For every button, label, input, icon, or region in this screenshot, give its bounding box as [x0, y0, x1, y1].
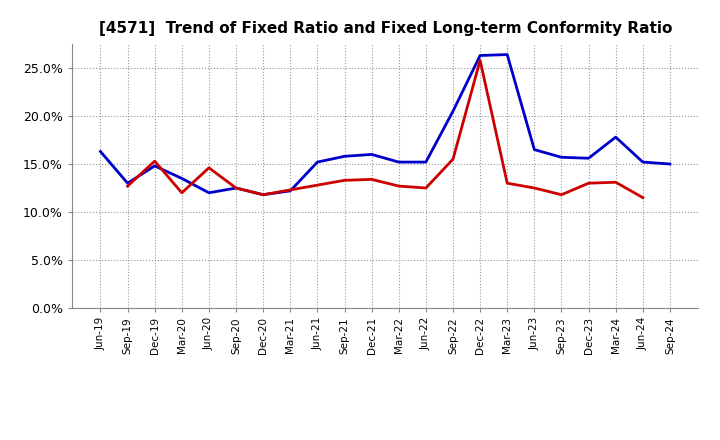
Fixed Ratio [503, 52, 511, 57]
Fixed Ratio [557, 154, 566, 160]
Fixed Long-term Conformity Ratio [476, 58, 485, 63]
Fixed Ratio [421, 159, 430, 165]
Fixed Ratio [530, 147, 539, 152]
Line: Fixed Long-term Conformity Ratio: Fixed Long-term Conformity Ratio [127, 60, 643, 198]
Fixed Ratio [611, 135, 620, 140]
Fixed Long-term Conformity Ratio [341, 178, 349, 183]
Fixed Ratio [286, 188, 294, 194]
Fixed Long-term Conformity Ratio [557, 192, 566, 198]
Fixed Ratio [449, 109, 457, 114]
Fixed Ratio [204, 190, 213, 195]
Line: Fixed Ratio: Fixed Ratio [101, 55, 670, 195]
Fixed Ratio [232, 185, 240, 191]
Fixed Long-term Conformity Ratio [449, 157, 457, 162]
Fixed Long-term Conformity Ratio [259, 192, 268, 198]
Fixed Long-term Conformity Ratio [367, 177, 376, 182]
Fixed Long-term Conformity Ratio [611, 180, 620, 185]
Fixed Ratio [259, 192, 268, 198]
Fixed Long-term Conformity Ratio [395, 183, 403, 189]
Fixed Long-term Conformity Ratio [204, 165, 213, 170]
Fixed Long-term Conformity Ratio [123, 183, 132, 189]
Fixed Long-term Conformity Ratio [286, 187, 294, 193]
Title: [4571]  Trend of Fixed Ratio and Fixed Long-term Conformity Ratio: [4571] Trend of Fixed Ratio and Fixed Lo… [99, 21, 672, 36]
Fixed Ratio [178, 176, 186, 181]
Fixed Long-term Conformity Ratio [421, 185, 430, 191]
Fixed Long-term Conformity Ratio [584, 180, 593, 186]
Fixed Ratio [341, 154, 349, 159]
Fixed Ratio [123, 180, 132, 186]
Fixed Ratio [96, 149, 105, 154]
Fixed Ratio [313, 159, 322, 165]
Fixed Long-term Conformity Ratio [150, 158, 159, 164]
Fixed Long-term Conformity Ratio [178, 190, 186, 195]
Fixed Ratio [639, 159, 647, 165]
Fixed Ratio [476, 53, 485, 58]
Fixed Ratio [665, 161, 674, 167]
Fixed Long-term Conformity Ratio [232, 185, 240, 191]
Fixed Ratio [150, 163, 159, 169]
Fixed Ratio [395, 159, 403, 165]
Fixed Long-term Conformity Ratio [313, 183, 322, 188]
Fixed Ratio [584, 156, 593, 161]
Fixed Ratio [367, 152, 376, 157]
Fixed Long-term Conformity Ratio [530, 185, 539, 191]
Fixed Long-term Conformity Ratio [639, 195, 647, 200]
Fixed Long-term Conformity Ratio [503, 180, 511, 186]
